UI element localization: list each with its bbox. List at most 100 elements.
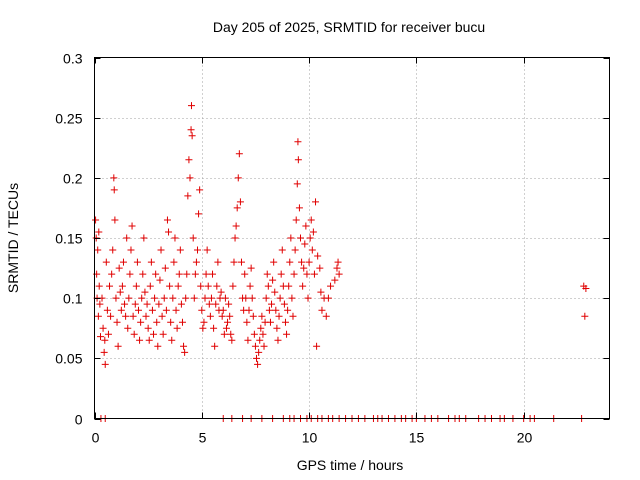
data-point: [266, 318, 274, 326]
data-point: [237, 258, 245, 266]
data-point: [288, 294, 296, 302]
data-point: [171, 234, 179, 242]
data-point: [212, 300, 220, 308]
data-point: [322, 312, 330, 320]
data-point: [103, 306, 111, 314]
data-point: [102, 258, 110, 266]
data-point: [251, 342, 259, 350]
data-point: [177, 300, 185, 308]
data-point: [244, 336, 252, 344]
data-point: [130, 330, 138, 338]
data-point: [285, 282, 293, 290]
data-point: [163, 216, 171, 224]
data-point: [280, 300, 288, 308]
data-point: [206, 312, 214, 320]
data-point: [262, 294, 270, 302]
data-point: [104, 330, 112, 338]
data-point: [141, 288, 149, 296]
data-point: [310, 270, 318, 278]
data-point: [263, 270, 271, 278]
data-point: [204, 282, 212, 290]
data-point: [306, 234, 314, 242]
x-tick-label: 0: [92, 430, 100, 446]
data-point: [291, 246, 299, 254]
data-point: [132, 282, 140, 290]
data-point: [129, 312, 137, 320]
data-point: [316, 264, 324, 272]
data-point: [255, 348, 263, 356]
y-tick-label: 0.2: [63, 171, 83, 187]
data-point: [196, 186, 204, 194]
data-point: [202, 270, 210, 278]
data-point: [95, 228, 103, 236]
data-point: [300, 264, 308, 272]
data-point: [190, 294, 198, 302]
data-point: [318, 306, 326, 314]
data-point: [286, 258, 294, 266]
data-point: [314, 252, 322, 260]
x-axis-label: GPS time / hours: [297, 457, 404, 473]
data-point: [200, 318, 208, 326]
data-point: [227, 330, 235, 338]
data-point: [167, 318, 175, 326]
data-point: [582, 285, 590, 293]
data-point: [269, 276, 277, 284]
data-point: [174, 282, 182, 290]
data-point: [128, 222, 136, 230]
data-point: [236, 198, 244, 206]
data-point: [303, 270, 311, 278]
data-point: [148, 306, 156, 314]
data-point: [158, 312, 166, 320]
data-point: [95, 282, 103, 290]
data-point: [228, 336, 236, 344]
data-point: [198, 306, 206, 314]
data-point: [139, 270, 147, 278]
data-point: [218, 312, 226, 320]
data-point: [137, 318, 145, 326]
data-point: [253, 354, 261, 362]
data-point: [289, 312, 297, 320]
data-point: [284, 306, 292, 314]
data-point: [100, 348, 108, 356]
y-tick-label: 0.05: [55, 351, 82, 367]
data-point: [245, 306, 253, 314]
data-point: [313, 342, 321, 350]
data-point: [181, 348, 189, 356]
data-point: [287, 234, 295, 242]
data-point: [247, 264, 255, 272]
data-point: [185, 156, 193, 164]
data-point: [101, 360, 109, 368]
data-point: [283, 330, 291, 338]
data-point: [205, 300, 213, 308]
data-point: [294, 138, 302, 146]
grid-lines: [94, 57, 610, 419]
data-point: [333, 264, 341, 272]
y-tick-label: 0: [75, 412, 83, 428]
data-point: [292, 216, 300, 224]
data-point: [123, 234, 131, 242]
data-point: [114, 342, 122, 350]
data-point: [293, 180, 301, 188]
data-point: [173, 324, 181, 332]
data-point: [281, 318, 289, 326]
data-point: [242, 294, 250, 302]
data-point: [246, 282, 254, 290]
data-point: [166, 282, 174, 290]
data-point: [126, 270, 134, 278]
data-point: [203, 246, 211, 254]
y-tick-label: 0.1: [63, 291, 83, 307]
data-point: [184, 192, 192, 200]
data-point: [191, 270, 199, 278]
data-point: [154, 342, 162, 350]
data-point: [241, 270, 249, 278]
data-point: [134, 306, 142, 314]
data-point: [229, 282, 237, 290]
data-point: [271, 288, 279, 296]
data-point: [192, 258, 200, 266]
data-point: [97, 333, 105, 341]
data-point: [275, 312, 283, 320]
axis-ticks: 0 0.05 0.1 0.15 0.2 0.25 0.3 0 5 10 15 20: [55, 51, 610, 446]
data-point: [176, 246, 184, 254]
data-point: [273, 324, 281, 332]
data-point: [257, 324, 265, 332]
